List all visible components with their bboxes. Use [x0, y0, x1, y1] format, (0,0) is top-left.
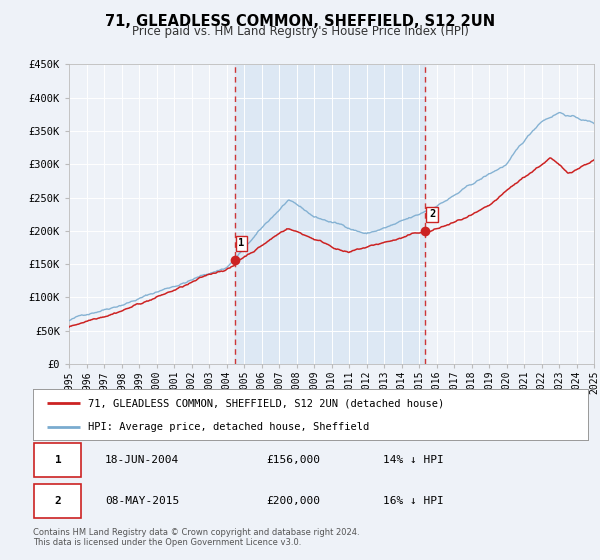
Bar — [235, 64, 425, 364]
Text: 71, GLEADLESS COMMON, SHEFFIELD, S12 2UN: 71, GLEADLESS COMMON, SHEFFIELD, S12 2UN — [105, 14, 495, 29]
Text: 08-MAY-2015: 08-MAY-2015 — [105, 496, 179, 506]
Text: 71, GLEADLESS COMMON, SHEFFIELD, S12 2UN (detached house): 71, GLEADLESS COMMON, SHEFFIELD, S12 2UN… — [89, 398, 445, 408]
Text: 2: 2 — [429, 209, 435, 219]
Text: £156,000: £156,000 — [266, 455, 320, 465]
Text: This data is licensed under the Open Government Licence v3.0.: This data is licensed under the Open Gov… — [33, 538, 301, 547]
Text: £200,000: £200,000 — [266, 496, 320, 506]
Text: HPI: Average price, detached house, Sheffield: HPI: Average price, detached house, Shef… — [89, 422, 370, 432]
FancyBboxPatch shape — [34, 484, 81, 518]
Text: Contains HM Land Registry data © Crown copyright and database right 2024.: Contains HM Land Registry data © Crown c… — [33, 528, 359, 536]
Text: 16% ↓ HPI: 16% ↓ HPI — [383, 496, 443, 506]
Text: Price paid vs. HM Land Registry's House Price Index (HPI): Price paid vs. HM Land Registry's House … — [131, 25, 469, 38]
Text: 2: 2 — [55, 496, 61, 506]
Text: 1: 1 — [238, 239, 245, 249]
Text: 14% ↓ HPI: 14% ↓ HPI — [383, 455, 443, 465]
Text: 1: 1 — [55, 455, 61, 465]
Text: 18-JUN-2004: 18-JUN-2004 — [105, 455, 179, 465]
FancyBboxPatch shape — [34, 443, 81, 477]
